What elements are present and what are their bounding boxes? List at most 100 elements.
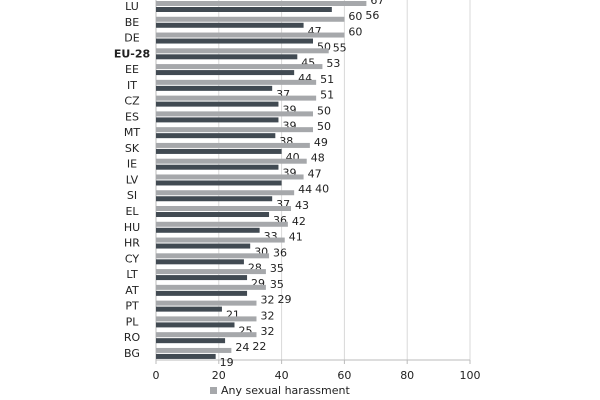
bar-series-1 [156,253,270,259]
bar-series-2 [156,148,282,154]
data-label-series-1: 32 [260,325,274,338]
legend-swatch [210,387,217,394]
category-label: IE [127,158,137,171]
data-label-series-1: 60 [348,26,362,39]
data-label-series-1: 44 [298,183,312,196]
data-label-series-2: 40 [315,182,329,195]
category-label: DE [124,32,139,45]
category-label: LV [126,173,139,186]
bar-series-2 [156,133,276,139]
category-label: LT [126,268,138,281]
legend-label: Any sexual harassment [221,384,350,397]
data-label-series-1: 36 [273,246,287,259]
bar-series-2 [156,275,248,281]
data-label-series-1: 24 [235,341,249,354]
bar-series-2 [156,85,273,91]
category-label: AT [125,284,139,297]
bar-series-2 [156,338,226,344]
data-label-series-1: 48 [311,152,325,165]
data-label-series-1: 55 [333,41,347,54]
category-label: CY [125,252,139,265]
category-label: LU [125,0,139,13]
bar-series-1 [156,32,345,38]
x-tick-label: 80 [400,369,414,382]
data-label-series-1: 49 [314,136,328,149]
category-label: EE [125,63,139,76]
bar-series-2 [156,306,222,312]
category-label: CZ [124,95,140,108]
bar-series-2 [156,38,313,44]
bar-series-2 [156,196,273,202]
bar-series-1 [156,127,313,133]
bar-series-2 [156,22,304,28]
category-label: HR [124,237,140,250]
bar-series-1 [156,16,345,22]
bar-series-1 [156,1,367,6]
bar-series-1 [156,206,292,212]
data-label-series-1: 32 [260,309,274,322]
bar-series-1 [156,221,288,227]
bar-series-2 [156,70,295,76]
bar-series-1 [156,332,257,338]
bar-series-1 [156,316,257,322]
x-tick-label: 60 [337,369,351,382]
category-label: SK [125,142,140,155]
bar-series-2 [156,259,244,265]
x-tick-label: 20 [212,369,226,382]
data-label-series-1: 51 [320,73,334,86]
data-label-series-2: 19 [220,356,234,369]
category-label: MT [124,126,140,139]
bar-series-2 [156,164,279,170]
data-label-series-1: 35 [270,278,284,291]
category-label: PL [126,315,140,328]
data-label-series-1: 53 [326,57,340,70]
data-label-series-1: 35 [270,262,284,275]
data-label-series-1: 47 [308,167,322,180]
data-label-series-2: 56 [365,9,379,22]
x-tick-label: 40 [275,369,289,382]
bar-series-1 [156,347,232,353]
data-label-series-2: 29 [277,293,291,306]
bar-series-1 [156,142,310,148]
bar-series-1 [156,64,323,70]
bar-series-2 [156,290,248,296]
x-tick-label: 0 [153,369,160,382]
data-label-series-1: 50 [317,104,331,117]
data-label-series-1: 50 [317,120,331,133]
category-label: IT [127,79,137,92]
bar-series-2 [156,212,270,218]
bar-series-1 [156,269,266,275]
category-label: ES [125,110,139,123]
data-label-series-2: 22 [252,340,266,353]
bar-series-1 [156,48,329,54]
bar-series-1 [156,284,266,290]
data-label-series-1: 67 [370,0,384,7]
bar-series-1 [156,174,304,180]
data-label-series-1: 32 [260,294,274,307]
category-label: BG [124,347,140,360]
bar-series-2 [156,7,332,12]
bar-series-1 [156,237,285,243]
bar-series-1 [156,79,317,85]
category-label: HU [124,221,140,234]
category-label: SI [127,189,137,202]
x-tick-label: 100 [460,369,481,382]
category-label: PT [125,300,139,313]
data-label-series-1: 41 [289,231,303,244]
bar-series-1 [156,95,317,101]
data-label-series-1: 42 [292,215,306,228]
data-label-series-1: 51 [320,89,334,102]
bar-series-2 [156,322,235,328]
bar-series-2 [156,101,279,107]
category-label: BE [125,16,140,29]
bar-series-1 [156,190,295,196]
category-label: RO [124,331,141,344]
data-label-series-1: 43 [295,199,309,212]
bar-series-2 [156,353,216,359]
bar-series-2 [156,117,279,123]
data-label-series-1: 60 [348,10,362,23]
bar-series-2 [156,243,251,249]
bar-series-1 [156,300,257,306]
bar-series-1 [156,111,313,117]
